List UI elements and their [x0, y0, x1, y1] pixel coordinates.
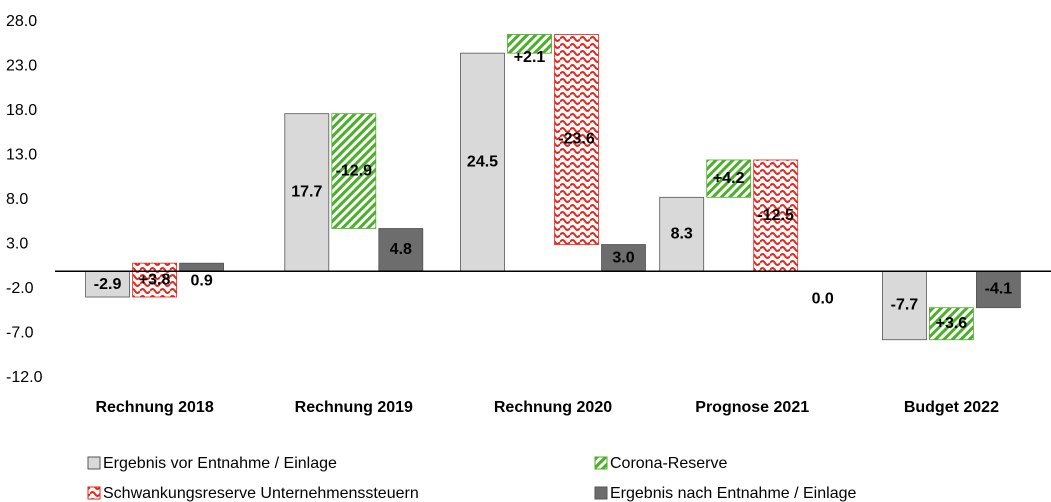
data-label: 17.7 [291, 184, 322, 201]
legend-label: Ergebnis vor Entnahme / Einlage [103, 455, 337, 472]
bar [284, 113, 330, 272]
legend-swatch [594, 456, 608, 470]
legend-swatch [594, 486, 608, 500]
y-tick-label: 8.0 [6, 191, 28, 208]
y-tick-label: -2.0 [6, 280, 34, 297]
x-tick-label: Prognose 2021 [695, 399, 809, 416]
y-tick-label: 28.0 [6, 13, 37, 30]
data-label: -23.6 [558, 131, 595, 148]
legend-swatch [87, 456, 101, 470]
data-label: -12.9 [336, 162, 373, 179]
data-label: 3.0 [612, 250, 634, 267]
data-label: +3.6 [936, 315, 968, 332]
data-label: +4.2 [713, 170, 745, 187]
bar [554, 34, 599, 245]
y-tick-label: -7.0 [6, 325, 34, 342]
legend-label: Schwankungsreserve Unternehmenssteuern [103, 485, 419, 502]
y-tick-label: 3.0 [6, 236, 28, 253]
bar [132, 262, 178, 298]
data-label: 0.9 [190, 272, 212, 289]
legend-swatch [87, 486, 101, 500]
legend-label: Corona-Reserve [610, 455, 727, 472]
data-label: 8.3 [671, 225, 693, 242]
data-label: -7.7 [891, 297, 919, 314]
data-label: -12.5 [757, 207, 794, 224]
data-label: +2.1 [514, 49, 546, 66]
bar [331, 113, 377, 229]
x-tick-label: Rechnung 2018 [95, 399, 213, 416]
bar [706, 159, 752, 198]
data-label: -4.1 [985, 281, 1013, 298]
bar [929, 307, 974, 341]
bar [507, 34, 552, 54]
bar [659, 196, 705, 272]
y-tick-label: 13.0 [6, 147, 37, 164]
data-label: 24.5 [467, 153, 498, 170]
data-label: 0.0 [812, 290, 834, 307]
legend-label: Ergebnis nach Entnahme / Einlage [610, 485, 856, 502]
x-tick-label: Rechnung 2019 [295, 399, 413, 416]
data-label: -2.9 [94, 276, 122, 293]
data-label: +3.8 [139, 271, 171, 288]
bar [179, 262, 225, 272]
y-tick-label: 18.0 [6, 102, 37, 119]
x-tick-label: Budget 2022 [904, 399, 999, 416]
x-tick-label: Rechnung 2020 [494, 399, 612, 416]
y-tick-label: -12.0 [6, 369, 43, 386]
bar [85, 270, 130, 298]
bar [601, 244, 646, 272]
bar [460, 52, 505, 272]
data-label: 4.8 [390, 241, 412, 258]
y-tick-label: 23.0 [6, 58, 37, 75]
